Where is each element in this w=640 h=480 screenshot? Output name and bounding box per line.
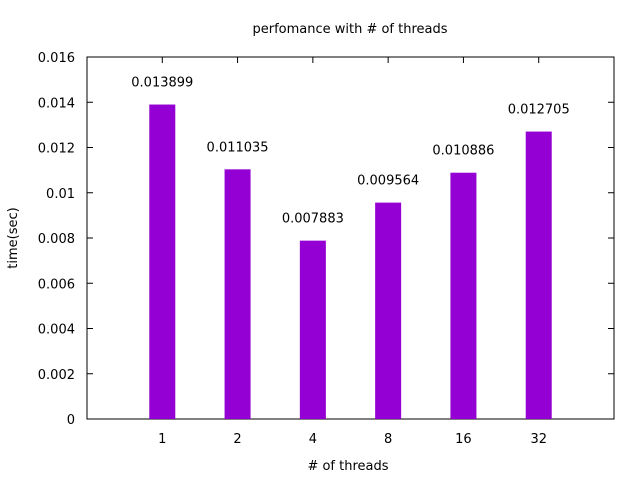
y-tick-label: 0.006 bbox=[38, 277, 75, 292]
y-tick-label: 0.008 bbox=[38, 232, 75, 247]
x-tick-label: 8 bbox=[384, 432, 392, 447]
x-axis-label: # of threads bbox=[307, 459, 388, 474]
y-axis-label: time(sec) bbox=[6, 207, 21, 268]
bar bbox=[525, 131, 552, 419]
bar bbox=[375, 202, 402, 419]
bar bbox=[224, 169, 251, 419]
y-tick-label: 0 bbox=[67, 413, 75, 428]
bar-value-label: 0.009564 bbox=[357, 174, 419, 189]
bar-value-label: 0.012705 bbox=[508, 103, 570, 118]
bar-value-label: 0.011035 bbox=[207, 140, 269, 155]
x-tick-label: 16 bbox=[455, 432, 472, 447]
x-tick-label: 4 bbox=[309, 432, 317, 447]
y-tick-label: 0.016 bbox=[38, 51, 75, 66]
y-axis: 0 0.002 0.004 0.006 0.008 0.01 0.012 0.014 0.016 bbox=[38, 51, 614, 428]
data-labels: 0.013899 0.011035 0.007883 0.009564 0.010886… bbox=[131, 76, 569, 227]
x-tick-label: 2 bbox=[233, 432, 241, 447]
y-tick-label: 0.01 bbox=[46, 187, 75, 202]
y-tick-label: 0.014 bbox=[38, 96, 75, 111]
x-axis: 1 2 4 8 16 32 bbox=[158, 57, 547, 447]
x-tick-label: 32 bbox=[530, 432, 547, 447]
bar bbox=[450, 172, 477, 419]
x-tick-label: 1 bbox=[158, 432, 166, 447]
bar-value-label: 0.013899 bbox=[131, 76, 193, 91]
bar-value-label: 0.010886 bbox=[432, 144, 494, 159]
bar bbox=[299, 240, 326, 419]
bar-value-label: 0.007883 bbox=[282, 212, 344, 227]
chart-title: perfomance with # of threads bbox=[252, 22, 447, 37]
y-tick-label: 0.012 bbox=[38, 142, 75, 157]
bar bbox=[149, 104, 176, 419]
y-tick-label: 0.004 bbox=[38, 323, 75, 338]
y-tick-label: 0.002 bbox=[38, 368, 75, 383]
bars bbox=[149, 104, 552, 419]
